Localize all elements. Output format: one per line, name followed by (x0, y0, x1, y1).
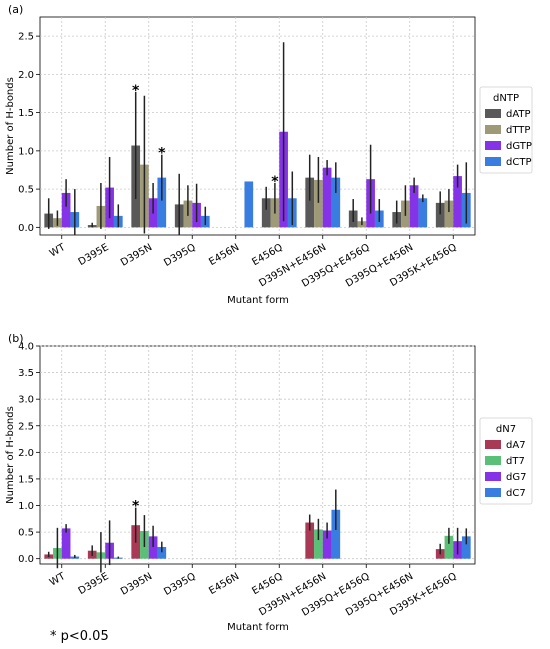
legend-swatch-dttp (485, 125, 501, 134)
bar-dgtp-wt (61, 192, 71, 228)
panel-b: 0.0 0.5 1.0 1.5 2.0 2.5 3.0 3.5 4.0 WT D395E D395N… (5, 332, 533, 633)
bar-dgtp-d395q-e456n (409, 185, 419, 228)
y-tick-label: 0.0 (18, 223, 34, 234)
y-tick-label: 1.0 (18, 146, 34, 157)
bar-dc7-d395n-e456n (331, 509, 341, 559)
y-tick-label: 1.5 (18, 108, 34, 119)
stars-a: * * * (132, 83, 279, 190)
bar-dttp-d395k-e456q (444, 200, 454, 228)
y-tick-label: 2.0 (18, 448, 34, 459)
y-tick-label: 1.0 (18, 501, 34, 512)
y-tick-label: 2.5 (18, 32, 34, 43)
bar-datp-d395k-e456q (435, 202, 445, 228)
legend-a: dNTP dATP dTTP dGTP dCTP (479, 86, 533, 174)
y-ticks-a: 0.0 0.5 1.0 1.5 2.0 2.5 (18, 32, 40, 234)
legend-label-dt7: dT7 (506, 456, 525, 467)
x-axis-label-a: Mutant form (227, 295, 289, 306)
legend-b: dN7 dA7 dT7 dG7 dC7 (479, 417, 533, 505)
x-tick-label-wt: WT (48, 571, 68, 589)
stars-b: * (132, 499, 140, 515)
legend-label-dg7: dG7 (506, 472, 526, 483)
y-tick-label: 3.5 (18, 368, 34, 379)
x-tick-label-e456q: E456Q (250, 242, 284, 268)
bar-dc7-d395n (157, 546, 167, 559)
legend-label-datp: dATP (506, 109, 531, 120)
legend-title-a: dNTP (493, 93, 519, 104)
x-tick-label-d395q: D395Q (162, 571, 198, 598)
legend-label-dttp: dTTP (506, 125, 530, 136)
bar-dg7-d395n-e456n (322, 530, 332, 559)
significance-star: * (158, 146, 166, 162)
y-ticks-b: 0.0 0.5 1.0 1.5 2.0 2.5 3.0 3.5 4.0 (18, 342, 40, 565)
bar-dctp-d395q-e456n (418, 198, 428, 228)
panel-label-b: (b) (8, 332, 24, 345)
panel-a: 0.0 0.5 1.0 1.5 2.0 2.5 WT D395E D395N D395Q E456… (5, 3, 533, 306)
panel-label-a: (a) (8, 3, 23, 16)
significance-star: * (132, 83, 140, 99)
bar-dgtp-d395k-e456q (453, 176, 462, 228)
legend-swatch-dgtp (485, 141, 501, 150)
bar-dctp-e456n (244, 181, 254, 228)
x-tick-label-e456n: E456N (207, 571, 241, 597)
legend-label-dgtp: dGTP (506, 141, 532, 152)
legend-swatch-dc7 (485, 488, 501, 497)
bar-dgtp-d395n-e456n (322, 167, 332, 228)
significance-star: * (271, 174, 279, 190)
legend-label-dctp: dCTP (506, 157, 531, 168)
y-tick-label: 0.5 (18, 528, 34, 539)
x-tick-label-d395n: D395N (119, 571, 154, 598)
bar-dc7-d395k-e456q (461, 536, 471, 559)
y-tick-label: 2.0 (18, 70, 34, 81)
x-axis-label-b: Mutant form (227, 622, 289, 633)
y-axis-label-b: Number of H-bonds (5, 406, 16, 504)
bar-dctp-d395n-e456n (331, 177, 341, 228)
bars-b (44, 489, 471, 573)
y-tick-label: 4.0 (18, 342, 34, 353)
x-ticks-b: WT D395E D395N D395Q E456N E456QD395N+E456ND3… (48, 564, 459, 619)
x-ticks-a: WT D395E D395N D395Q E456N E456QD395N+E456ND3… (48, 235, 459, 290)
bar-datp-e456q (261, 198, 271, 228)
bar-dctp-d395n (157, 177, 167, 228)
legend-swatch-dg7 (485, 472, 501, 481)
legend-swatch-dt7 (485, 456, 501, 465)
x-tick-label-d395e: D395E (77, 571, 111, 597)
y-tick-label: 3.0 (18, 395, 34, 406)
y-tick-label: 0.0 (18, 554, 34, 565)
significance-star: * (132, 499, 140, 515)
x-tick-label-d395q: D395Q (162, 242, 198, 269)
footnote: * p<0.05 (50, 629, 109, 644)
legend-swatch-dctp (485, 157, 501, 166)
bar-dt7-d395n-e456n (314, 529, 323, 559)
legend-title-b: dN7 (496, 424, 516, 435)
bar-da7-d395n-e456n (305, 522, 315, 559)
bars-a (44, 42, 471, 235)
x-tick-label-wt: WT (48, 242, 68, 260)
bar-dg7-d395n (148, 536, 158, 559)
grid-b (40, 345, 475, 564)
y-tick-label: 1.5 (18, 474, 34, 485)
bar-dt7-d395k-e456q (444, 535, 454, 559)
legend-swatch-datp (485, 109, 501, 118)
bar-dttp-d395n-e456n (314, 179, 323, 228)
x-tick-label-d395n: D395N (119, 242, 154, 269)
y-tick-label: 2.5 (18, 421, 34, 432)
x-tick-label-e456n: E456N (207, 242, 241, 268)
legend-swatch-da7 (485, 440, 501, 449)
x-tick-label-d395e: D395E (77, 242, 111, 268)
legend-label-dc7: dC7 (506, 488, 526, 499)
legend-label-da7: dA7 (506, 440, 526, 451)
x-tick-label-e456q: E456Q (250, 571, 284, 597)
y-tick-label: 0.5 (18, 185, 34, 196)
y-axis-label-a: Number of H-bonds (5, 77, 16, 175)
bar-datp-d395n-e456n (305, 177, 315, 228)
bar-dg7-wt (61, 528, 71, 559)
